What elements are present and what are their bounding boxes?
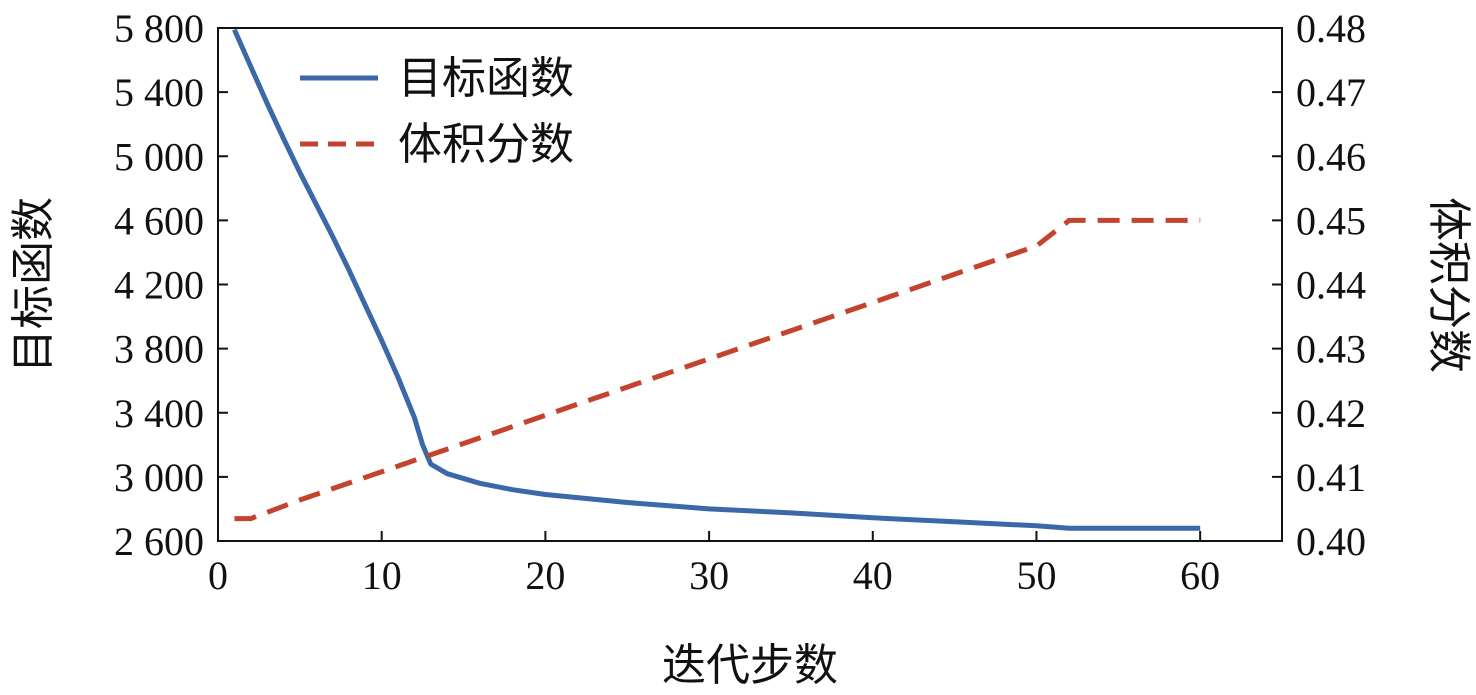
left-y-tick-label: 5 800: [114, 6, 204, 51]
x-tick-label: 30: [689, 553, 729, 598]
left-y-tick-label: 5 000: [114, 134, 204, 179]
left-y-tick-label: 3 800: [114, 327, 204, 372]
left-y-tick-label: 5 400: [114, 70, 204, 115]
x-tick-label: 0: [208, 553, 228, 598]
legend-label-volume: 体积分数: [398, 119, 574, 170]
left-y-axis-title: 目标函数: [8, 197, 59, 373]
right-y-tick-label: 0.41: [1296, 455, 1366, 500]
x-axis-ticks: 0 10 20 30 40 50 60: [208, 531, 1220, 598]
right-y-axis-title: 体积分数: [1423, 197, 1474, 373]
left-y-tick-label: 3 400: [114, 391, 204, 436]
series-line-objective-function: [232, 28, 1201, 531]
right-y-tick-label: 0.47: [1296, 70, 1366, 115]
left-y-axis-ticks: 2 600 3 000 3 400 3 800 4 200 4 600 5 000 5 400…: [114, 6, 228, 564]
right-y-tick-label: 0.42: [1296, 391, 1366, 436]
left-y-tick-label: 3 000: [114, 455, 204, 500]
left-y-tick-label: 4 600: [114, 198, 204, 243]
series-lines: [232, 28, 1201, 531]
left-y-tick-label: 2 600: [114, 519, 204, 564]
legend: 目标函数 体积分数: [300, 53, 574, 170]
left-y-tick-label: 4 200: [114, 263, 204, 308]
x-tick-label: 10: [362, 553, 402, 598]
right-y-tick-label: 0.44: [1296, 263, 1366, 308]
x-tick-label: 60: [1180, 553, 1220, 598]
right-y-tick-label: 0.43: [1296, 327, 1366, 372]
right-y-tick-label: 0.46: [1296, 134, 1366, 179]
right-y-tick-label: 0.45: [1296, 198, 1366, 243]
plot-frame: [217, 27, 1283, 542]
right-y-tick-label: 0.48: [1296, 6, 1366, 51]
x-tick-label: 40: [853, 553, 893, 598]
x-axis-title: 迭代步数: [662, 640, 838, 691]
x-tick-label: 50: [1016, 553, 1056, 598]
right-y-axis-ticks: 0.40 0.41 0.42 0.43 0.44 0.45 0.46 0.47 0.48: [1272, 6, 1366, 564]
plot-area-border: [217, 27, 1283, 542]
legend-label-objective: 目标函数: [398, 53, 574, 104]
right-y-tick-label: 0.40: [1296, 519, 1366, 564]
series-line-volume-fraction: [234, 217, 1201, 522]
x-tick-label: 20: [525, 553, 565, 598]
